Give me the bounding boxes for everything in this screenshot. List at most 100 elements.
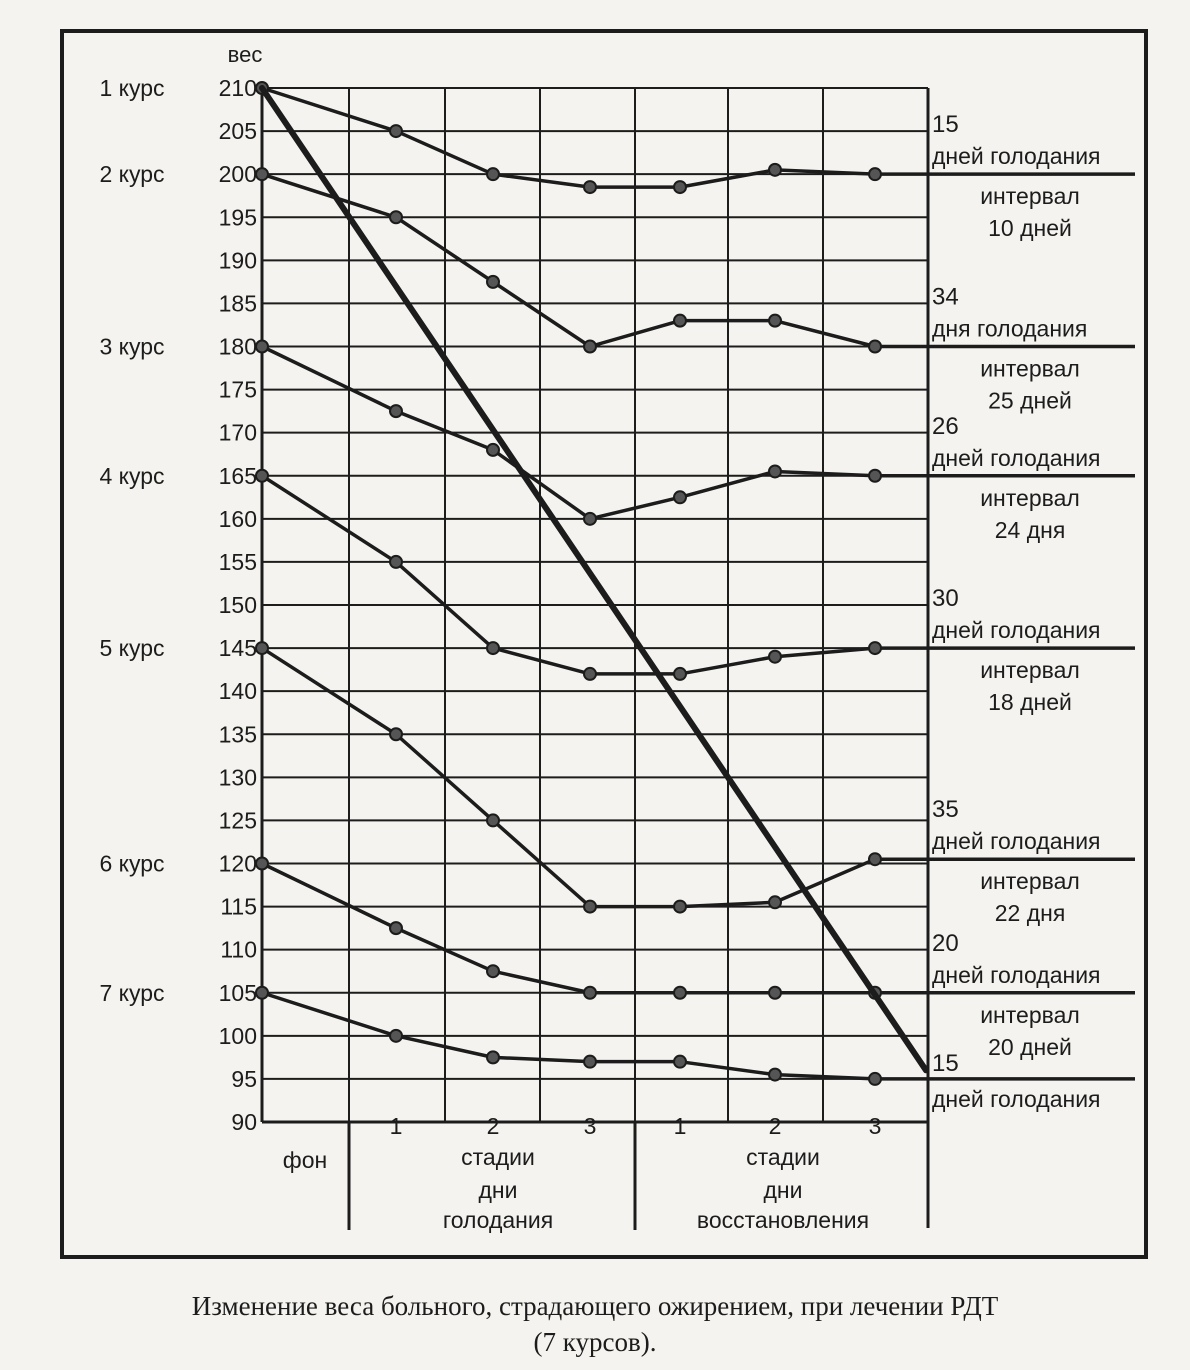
y-tick-label: 185 xyxy=(219,290,257,316)
data-point xyxy=(486,167,500,182)
data-point xyxy=(868,468,882,483)
annotation-interval: интервал xyxy=(980,657,1080,683)
annotations: 15 дней голодания интервал 10 дней 34 дня гол… xyxy=(932,111,1101,1112)
data-point xyxy=(768,464,782,479)
y-tick-label: 105 xyxy=(219,980,257,1006)
data-point xyxy=(255,339,269,354)
chart-frame xyxy=(60,29,1148,1259)
data-point xyxy=(868,852,882,867)
data-point xyxy=(486,442,500,457)
data-point xyxy=(583,339,597,354)
series-label: 5 курс xyxy=(99,635,164,661)
data-point xyxy=(583,985,597,1000)
data-point xyxy=(389,554,403,569)
annotation-interval-days: 18 дней xyxy=(988,689,1072,715)
annotation-count: 15 xyxy=(932,1050,959,1077)
annotation-count: 35 xyxy=(932,796,959,823)
annotation-text: дней голодания xyxy=(932,1086,1101,1112)
x-group-recovery-days-label-2: восстановления xyxy=(697,1207,869,1233)
data-point xyxy=(868,339,882,354)
y-tick-label: 175 xyxy=(219,377,257,403)
y-tick-label: 190 xyxy=(219,247,257,273)
y-tick-label: 120 xyxy=(219,851,257,877)
y-tick-label: 155 xyxy=(219,549,257,575)
y-tick-labels: 210 205 200 195 190 185 180 175 170 165 160 155 150 1… xyxy=(219,75,257,1135)
y-tick-label: 135 xyxy=(219,721,257,747)
data-point xyxy=(868,167,882,182)
series-label: 4 курс xyxy=(99,463,164,489)
x-group-recovery-days-label: дни xyxy=(764,1177,803,1203)
y-tick-label: 125 xyxy=(219,807,257,833)
data-point xyxy=(389,210,403,225)
x-group-starvation-days-label: дни xyxy=(479,1177,518,1203)
annotation-interval-days: 20 дней xyxy=(988,1034,1072,1060)
series-line xyxy=(261,861,875,995)
annotation-interval: интервал xyxy=(980,485,1080,511)
y-tick-label: 170 xyxy=(219,420,257,446)
annotation-interval-days: 25 дней xyxy=(988,388,1072,414)
data-point xyxy=(768,313,782,328)
data-point xyxy=(255,856,269,871)
series-label: 2 курс xyxy=(99,161,164,187)
data-point xyxy=(583,180,597,195)
data-point xyxy=(583,511,597,526)
x-tick-label: 3 xyxy=(869,1113,882,1139)
x-axis-area: фон стадии дни стадии дни голодания восст… xyxy=(283,1113,882,1233)
data-point xyxy=(255,641,269,656)
data-point xyxy=(583,1054,597,1069)
data-point xyxy=(389,404,403,419)
data-point xyxy=(486,964,500,979)
y-tick-label: 95 xyxy=(231,1066,257,1092)
data-point xyxy=(389,124,403,139)
data-point xyxy=(389,921,403,936)
annotation-text: дней голодания xyxy=(932,617,1101,643)
data-point xyxy=(255,985,269,1000)
data-point xyxy=(673,180,687,195)
data-point xyxy=(583,666,597,681)
annotation-text: дня голодания xyxy=(932,316,1087,342)
x-group-starvation-stage-label: стадии xyxy=(461,1144,535,1170)
data-point xyxy=(868,641,882,656)
data-point xyxy=(673,313,687,328)
annotation-interval-days: 22 дня xyxy=(995,900,1066,926)
x-tick-label: 1 xyxy=(674,1113,687,1139)
data-point xyxy=(486,274,500,289)
data-point xyxy=(486,813,500,828)
y-tick-label: 195 xyxy=(219,204,257,230)
data-point xyxy=(486,641,500,656)
data-point xyxy=(673,1054,687,1069)
data-point xyxy=(583,899,597,914)
y-tick-label: 145 xyxy=(219,635,257,661)
y-tick-label: 160 xyxy=(219,506,257,532)
data-point xyxy=(768,895,782,910)
x-tick-label: 2 xyxy=(769,1113,782,1139)
y-tick-label: 180 xyxy=(219,334,257,360)
annotation-interval: интервал xyxy=(980,1002,1080,1028)
annotation-interval-days: 10 дней xyxy=(988,215,1072,241)
annotation-interval-days: 24 дня xyxy=(995,517,1066,543)
caption-line-1: Изменение веса больного, страдающего ожи… xyxy=(191,1291,999,1321)
annotation-interval: интервал xyxy=(980,356,1080,382)
y-tick-label: 115 xyxy=(220,894,257,920)
annotation-count: 15 xyxy=(932,111,959,138)
data-point xyxy=(389,1028,403,1043)
data-point xyxy=(486,1050,500,1065)
y-tick-label: 210 xyxy=(219,75,257,101)
y-tick-label: 140 xyxy=(219,678,257,704)
series-label: 1 курс xyxy=(99,75,164,101)
x-group-starvation-days-label-2: голодания xyxy=(443,1207,553,1233)
y-tick-label: 130 xyxy=(219,764,257,790)
series-line xyxy=(261,86,876,189)
annotation-interval: интервал xyxy=(980,183,1080,209)
annotation-text: дней голодания xyxy=(932,828,1101,854)
annotation-count: 26 xyxy=(932,413,959,440)
y-axis-label: вес xyxy=(228,42,263,67)
series-layer: 1 курс 2 курс 3 курс 4 курс 5 курс 6 курс 7 ку… xyxy=(99,75,1135,1086)
data-point xyxy=(768,162,782,177)
x-tick-label: 2 xyxy=(487,1113,500,1139)
y-tick-label: 200 xyxy=(219,161,257,187)
y-tick-label: 100 xyxy=(219,1023,257,1049)
y-tick-label: 205 xyxy=(219,118,257,144)
annotation-text: дней голодания xyxy=(932,445,1101,471)
caption-line-2: (7 курсов). xyxy=(533,1327,657,1357)
